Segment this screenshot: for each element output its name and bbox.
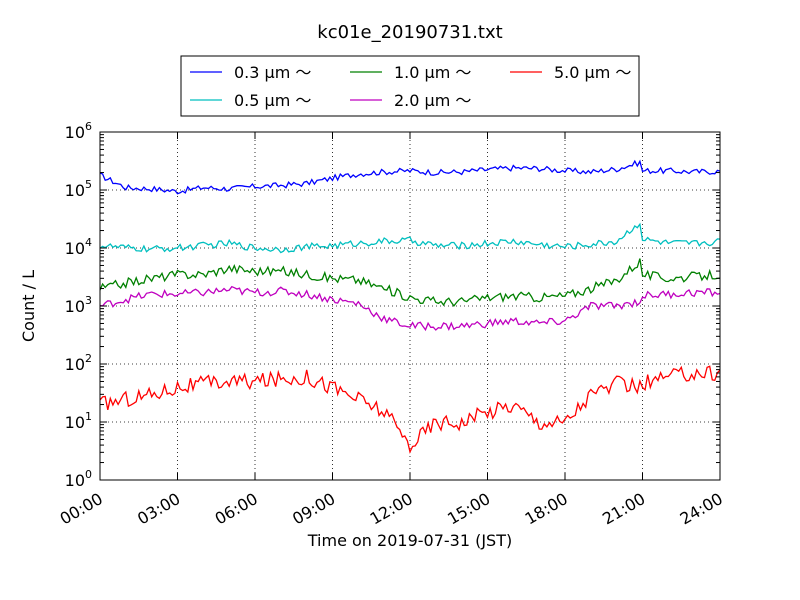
series-line-2: [99, 222, 721, 254]
y-axis-label: Count / L: [19, 270, 38, 342]
series-line-3: [99, 258, 721, 307]
grid: [100, 132, 720, 480]
y-tick-labels: 100 101 102 103 104 105 106: [65, 120, 92, 490]
series-line-4: [99, 285, 721, 332]
legend-entry-label: 2.0 μm ～: [394, 91, 471, 110]
series-line-5: [99, 365, 721, 454]
legend-entry-label: 0.3 μm ～: [234, 63, 311, 82]
legend-entry-label: 5.0 μm ～: [554, 63, 631, 82]
y-tick-label: 105: [65, 178, 92, 200]
series-line-1: [99, 159, 721, 195]
y-tick-label: 100: [65, 468, 92, 490]
chart-title: kc01e_20190731.txt: [317, 22, 502, 43]
y-tick-label: 103: [65, 294, 92, 316]
series-lines: [99, 159, 721, 454]
legend-entry-label: 0.5 μm ～: [234, 91, 311, 110]
x-axis-label: Time on 2019-07-31 (JST): [307, 531, 512, 550]
y-tick-label: 106: [65, 120, 92, 142]
y-tick-label: 104: [65, 236, 92, 258]
axis-ticks: [99, 131, 721, 481]
y-tick-label: 101: [65, 410, 92, 432]
legend: 0.3 μm ～ 0.5 μm ～ 1.0 μm ～ 2.0 μm ～ 5.0 μm ～: [180, 55, 640, 117]
y-tick-label: 102: [65, 352, 92, 374]
legend-frame: [180, 55, 640, 117]
legend-entry-label: 1.0 μm ～: [394, 63, 471, 82]
